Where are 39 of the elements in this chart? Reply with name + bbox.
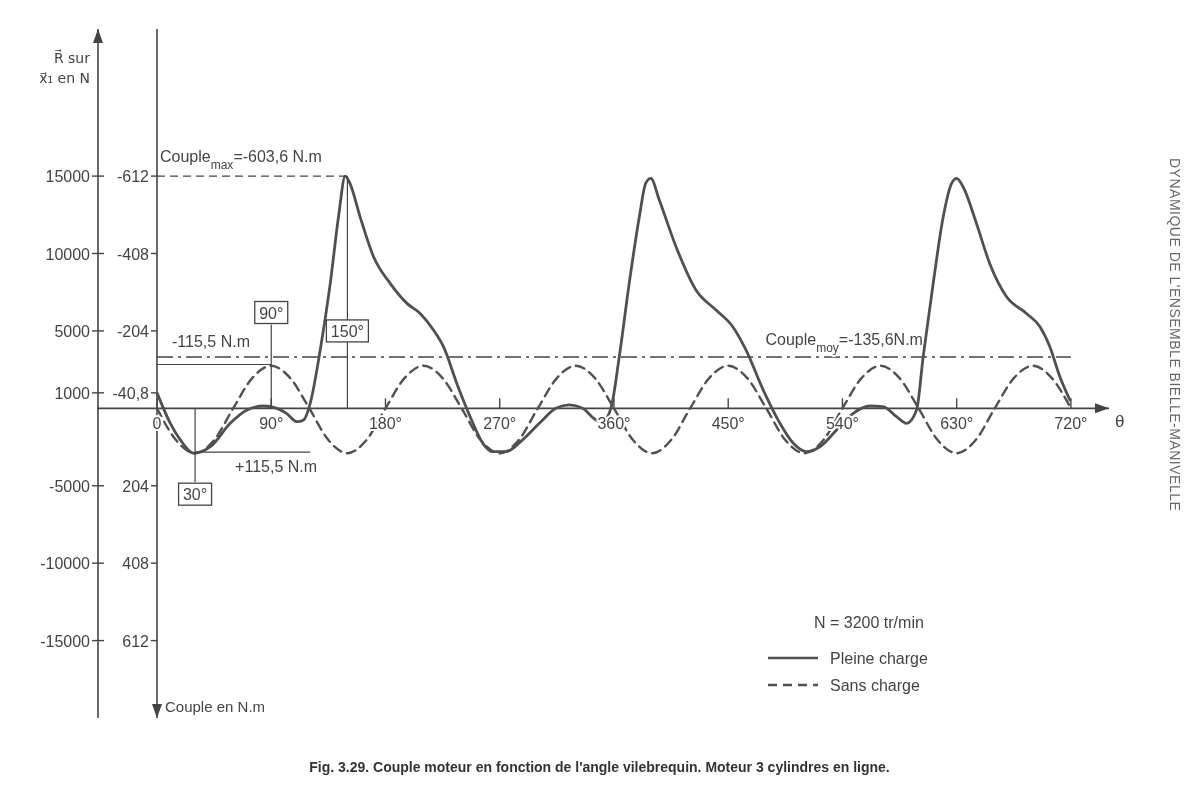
annotation: Couple$_{max}$=-603,6 N.m xyxy=(160,148,322,173)
y-tick-label: -10000 xyxy=(40,555,91,573)
ref-line-label: Couple$_{moy}$=-135,6N.m xyxy=(765,330,923,355)
y2-tick-label: 204 xyxy=(122,477,150,495)
y-axis-title: R⃗ sur x⃗₁ en N xyxy=(39,49,91,86)
text: Fig. 3.29. Couple moteur en fonction de l'angle vilebrequin. Moteur 3 cylindres en ligne. xyxy=(309,759,890,775)
legend-label: Sans charge xyxy=(830,677,920,694)
x-tick-label: 180° xyxy=(368,415,403,433)
x-tick-label: 90° xyxy=(259,415,284,433)
y2-tick-label: -612 xyxy=(116,168,150,186)
y-tick-label: 15000 xyxy=(45,168,91,186)
y2-tick-label: 408 xyxy=(122,555,150,573)
callout-leader: 150° xyxy=(325,175,370,409)
y2-tick-label: 612 xyxy=(122,632,150,650)
y-tick-label: -5000 xyxy=(49,477,91,495)
text: DYNAMIQUE DE L'ENSEMBLE BIELLE-MANIVELLE xyxy=(1167,158,1183,512)
legend-label: Pleine charge xyxy=(830,650,928,667)
y2-tick-label: -408 xyxy=(116,245,150,263)
y2-tick-label: -204 xyxy=(116,322,150,340)
callout-leader: 30° xyxy=(177,407,213,506)
callout-leader: 90° xyxy=(254,300,289,409)
annotation: 30° xyxy=(182,486,208,504)
annotation: 90° xyxy=(259,304,284,322)
y2-axis-title: Couple en N.m xyxy=(165,698,266,715)
x-tick-label: 450° xyxy=(711,415,745,433)
y-tick-label: 10000 xyxy=(45,245,91,263)
x-axis-title: θ xyxy=(1115,412,1125,432)
x-tick-label: 630° xyxy=(940,415,974,433)
y2-tick-label: -40,8 xyxy=(112,384,150,402)
callout-leader: Couple$_{max}$=-603,6 N.m xyxy=(156,148,348,177)
annotation: +115,5 N.m xyxy=(235,458,318,476)
y-tick-label: 5000 xyxy=(54,322,91,340)
y-tick-label: 1000 xyxy=(54,384,91,402)
annotation: -115,5 N.m xyxy=(172,332,250,350)
x-tick-label: 270° xyxy=(483,415,517,433)
x-tick-label: 720° xyxy=(1054,415,1088,433)
y-tick-label: -15000 xyxy=(40,632,91,650)
annotation: 150° xyxy=(330,322,364,340)
legend-title: N = 3200 tr/min xyxy=(814,614,924,631)
